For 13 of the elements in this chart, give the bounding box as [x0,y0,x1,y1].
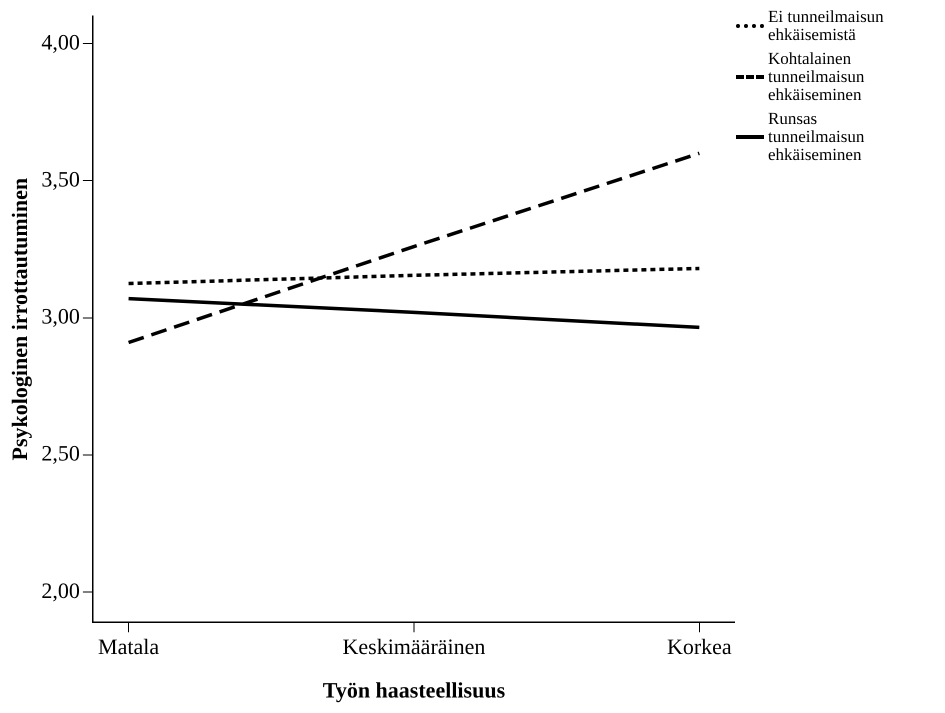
legend-label: Runsas tunneilmaisun ehkäiseminen [768,109,866,164]
legend-label: Kohtalainen tunneilmaisun ehkäiseminen [768,49,866,104]
y-axis-title: Psykologinen irrottautuminen [6,178,32,460]
y-tick-label: 3,00 [41,304,80,329]
y-tick-label: 2,00 [41,578,80,603]
x-tick-label: Korkea [666,634,732,660]
y-tick-label: 3,50 [41,166,80,192]
x-tick-label: Matala [98,634,160,660]
y-tick-label: 2,50 [41,440,80,466]
legend-label: Ei tunneilmaisun ehkäisemistä [768,7,885,44]
x-axis-title: Työn haasteellisuus [322,677,506,702]
x-tick-label: Keskimääräinen [342,634,486,660]
y-tick-label: 4,00 [41,29,80,54]
